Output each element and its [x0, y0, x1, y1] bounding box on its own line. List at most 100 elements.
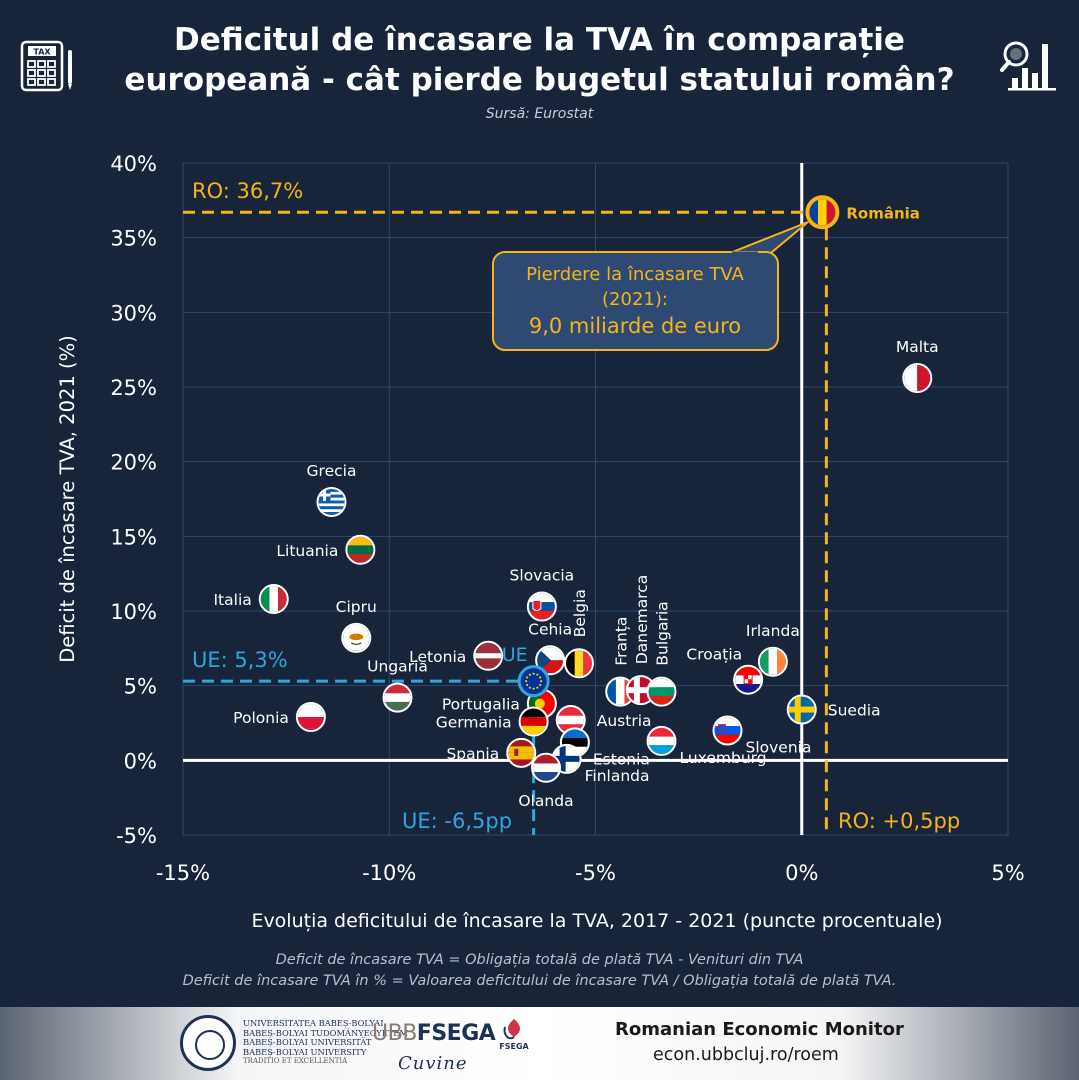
point-ring: [531, 752, 561, 783]
label-layer: România Malta Grecia Lituania Italia Cipru Slo…: [213, 204, 938, 810]
romania-x-annotation: RO: +0,5pp: [838, 809, 960, 833]
point-ring: [473, 640, 504, 671]
flag-czechia-icon: [537, 647, 564, 674]
point-ue: [517, 665, 550, 698]
point-label-danemarca: Danemarca: [633, 575, 651, 664]
point-label-suedia: Suedia: [828, 702, 881, 720]
eu-y-annotation: UE: 5,3%: [192, 648, 288, 672]
flag-netherlands-icon: [533, 754, 559, 781]
point-layer: [258, 195, 933, 783]
plot-border: [182, 162, 1009, 836]
point-slovenia: [712, 715, 743, 746]
title-line-1: Deficitul de încasare la TVA în comparaț…: [174, 22, 905, 58]
point-ring: [295, 702, 326, 733]
flag-poland-icon: [297, 704, 324, 731]
point-croatia: [733, 664, 764, 695]
title-line-2: europeană - cât pierde bugetul statului …: [124, 62, 955, 98]
point-label-cehia: Cehia: [528, 620, 572, 638]
point-malta: [902, 363, 933, 394]
point-ring: [341, 622, 372, 653]
point-belgia: [564, 648, 594, 679]
point-romania: [805, 195, 840, 230]
y-tick-label: 0%: [124, 749, 157, 773]
uni-line-2: BABEȘ-BOLYAI TUDOMÁNYEGYETEM: [243, 1027, 408, 1038]
point-irlanda: [757, 646, 788, 677]
point-ring: [535, 645, 566, 676]
point-ring: [506, 737, 537, 768]
point-label-bulgaria: Bulgaria: [654, 601, 672, 665]
university-seal-logo: [180, 1015, 236, 1071]
point-label-slovenia: Slovenia: [746, 738, 812, 756]
flag-belgium-icon: [566, 650, 592, 677]
magnifier-bar-chart-icon: [1000, 40, 1060, 92]
source-note: Sursă: Eurostat: [485, 106, 594, 122]
point-olanda: [531, 752, 561, 783]
flag-lithuania-icon: [347, 536, 374, 563]
point-cipru: [341, 622, 372, 653]
fsega-badge-text: FSEGA: [499, 1042, 529, 1051]
roem-title: Romanian Economic Monitor: [615, 1019, 904, 1040]
point-label-slovacia: Slovacia: [510, 567, 575, 585]
x-tick-label: 5%: [991, 861, 1024, 885]
point-ring: [733, 664, 764, 695]
point-label-polonia: Polonia: [233, 709, 289, 727]
note-line-2: Deficit de încasare TVA în % = Valoarea …: [182, 973, 897, 989]
chart-title: Deficitul de încasare la TVA în comparaț…: [0, 20, 1079, 100]
point-label-grecia: Grecia: [307, 462, 357, 480]
callout-line-2: (2021):: [602, 289, 668, 310]
fsega-logo-left: UBB: [372, 1021, 417, 1046]
flag-spain-icon: [508, 739, 535, 766]
y-axis-label: Deficit de încasare TVA, 2021 (%): [56, 335, 79, 663]
x-axis-label: Evoluția deficitului de încasare la TVA,…: [251, 910, 943, 932]
point-ring: [646, 725, 677, 756]
romania-y-annotation: RO: 36,7%: [192, 179, 303, 203]
point-ungaria: [382, 682, 413, 713]
point-label-germania: Germania: [436, 714, 512, 732]
point-label-austria: Austria: [597, 712, 652, 730]
point-polonia: [295, 702, 326, 733]
point-grecia: [316, 486, 347, 517]
flag-sweden-icon: [788, 696, 815, 723]
point-ring: [526, 591, 557, 622]
flag-portugal-icon: [528, 690, 555, 717]
flag-croatia-icon: [735, 666, 762, 693]
callout-box: [492, 251, 779, 351]
flag-romania-icon: [809, 199, 836, 226]
fsega-logo-right: FSEGA: [416, 1021, 496, 1046]
fsega-badge-icon: FSEGA: [499, 1019, 530, 1051]
footer: UNIVERSITATEA BABEȘ-BOLYAI BABEȘ-BOLYAI …: [0, 1007, 1079, 1080]
point-germania: [518, 706, 549, 737]
y-tick-label: 10%: [110, 600, 157, 624]
point-luxemburg: [646, 725, 677, 756]
roem-url[interactable]: econ.ubbcluj.ro/roem: [653, 1045, 839, 1065]
flag-latvia-icon: [475, 642, 502, 669]
point-label-lituania: Lituania: [276, 542, 338, 560]
y-tick-label: 15%: [110, 525, 157, 549]
x-tick-label: -15%: [156, 861, 210, 885]
point-slovacia: [526, 591, 557, 622]
y-tick-label: 40%: [110, 152, 157, 176]
point-label-luxemburg: Luxemburg: [680, 749, 767, 767]
point-ring: [382, 682, 413, 713]
scatter-chart: -5% 0% 5% 10% 15% 20% 25% 30% 35% 40% -15% -10% -5% 0…: [56, 152, 1025, 885]
point-ring: [564, 648, 594, 679]
point-ring: [646, 676, 677, 707]
point-label-irlanda: Irlanda: [746, 622, 800, 640]
point-cehia: [535, 645, 566, 676]
flag-hungary-icon: [384, 684, 411, 711]
uni-motto: TRADITIO ET EXCELLENTIA: [243, 1057, 348, 1066]
point-ring: [517, 665, 550, 698]
uni-line-4: BABEȘ-BOLYAI UNIVERSITY: [243, 1046, 367, 1057]
point-label-italia: Italia: [213, 591, 251, 609]
point-ring: [258, 584, 289, 615]
callout-line-3: 9,0 miliarde de euro: [529, 314, 741, 338]
point-label-letonia: Letonia: [409, 648, 466, 666]
callout-line-1: Pierdere la încasare TVA: [526, 264, 744, 285]
point-ring: [902, 363, 933, 394]
x-tick-label: 0%: [785, 861, 818, 885]
point-spania: [506, 737, 537, 768]
flag-eu-icon: [520, 668, 547, 695]
point-label-cipru: Cipru: [336, 598, 377, 616]
grid-layer: [182, 162, 1009, 836]
flag-bulgaria-icon: [648, 678, 675, 705]
